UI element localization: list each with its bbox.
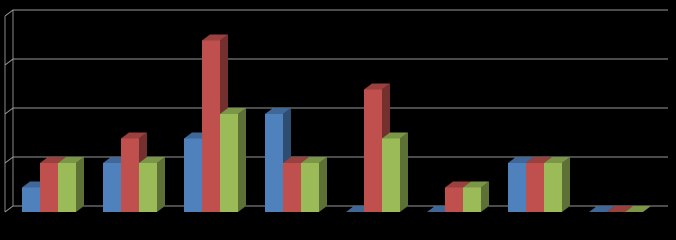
grid-line bbox=[4, 107, 668, 115]
grid-line bbox=[4, 156, 668, 164]
bar-top bbox=[445, 181, 471, 188]
bar-top bbox=[382, 132, 408, 139]
bar-top bbox=[202, 34, 228, 41]
bar-top bbox=[58, 157, 84, 163]
bar bbox=[364, 89, 382, 212]
bar-top bbox=[139, 157, 165, 163]
bar-top bbox=[220, 108, 246, 114]
bar bbox=[544, 163, 562, 212]
chart bbox=[0, 0, 676, 221]
bar-side bbox=[76, 157, 84, 212]
bar-top bbox=[526, 157, 552, 163]
background bbox=[0, 0, 676, 221]
bar-top bbox=[40, 157, 66, 163]
bar bbox=[103, 163, 121, 212]
bar bbox=[58, 163, 76, 212]
bar-top bbox=[607, 206, 633, 212]
bar-side bbox=[562, 157, 570, 212]
bar bbox=[283, 163, 301, 212]
bar-top bbox=[301, 157, 327, 163]
grid-line bbox=[4, 58, 668, 66]
bar-top bbox=[121, 132, 147, 139]
bar bbox=[40, 163, 58, 212]
bar bbox=[463, 187, 481, 212]
bar-side bbox=[238, 108, 246, 212]
bar bbox=[121, 138, 139, 212]
grid-line bbox=[4, 9, 668, 17]
bar bbox=[301, 163, 319, 212]
bar-side bbox=[157, 157, 165, 212]
bar-top bbox=[463, 181, 489, 188]
bar-side bbox=[481, 181, 489, 212]
bar-top bbox=[508, 157, 534, 163]
bar bbox=[526, 163, 544, 212]
bar bbox=[202, 40, 220, 212]
bar bbox=[220, 114, 238, 212]
bar-top bbox=[544, 157, 570, 163]
bar-top bbox=[589, 206, 615, 212]
bar-top bbox=[625, 206, 651, 212]
bar bbox=[508, 163, 526, 212]
bar bbox=[184, 138, 202, 212]
bar bbox=[265, 114, 283, 212]
bar-side bbox=[400, 132, 408, 212]
bar bbox=[445, 187, 463, 212]
bar-top bbox=[265, 108, 291, 114]
bar-side bbox=[319, 157, 327, 212]
bar bbox=[139, 163, 157, 212]
bar bbox=[382, 138, 400, 212]
bar-top bbox=[283, 157, 309, 163]
bar-top bbox=[364, 83, 390, 90]
bar bbox=[22, 187, 40, 212]
